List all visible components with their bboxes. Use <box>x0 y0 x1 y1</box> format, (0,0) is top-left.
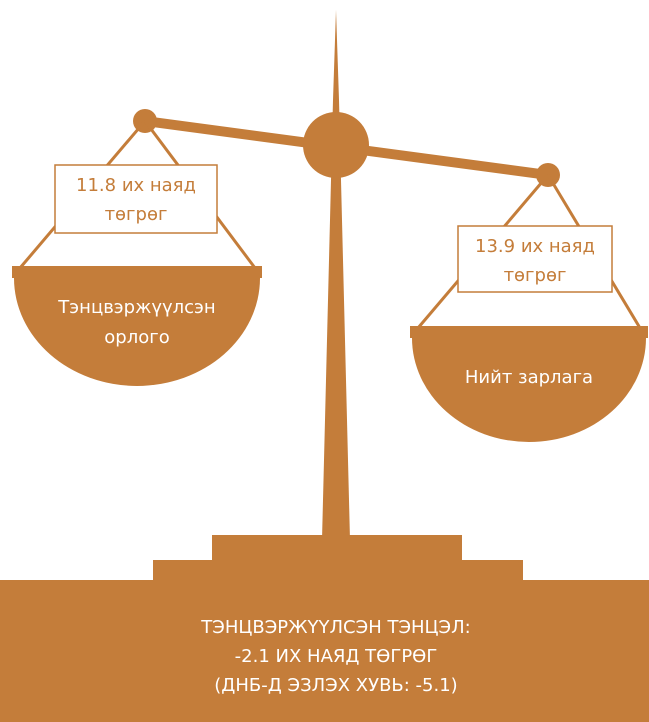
amount-text: 13.9 их наяд <box>475 236 595 257</box>
amount-text: төгрөг <box>105 204 168 225</box>
pan-label: Тэнцвэржүүлсэн <box>57 297 215 318</box>
amount-text: 11.8 их наяд <box>76 175 196 196</box>
scale-diagram: 11.8 их наяд төгрөг 13.9 их наяд төгрөг … <box>0 0 649 722</box>
scale-shape <box>0 10 649 722</box>
base-text: -2.1 ИХ НАЯД ТӨГРӨГ <box>235 646 438 667</box>
base-text: ТЭНЦВЭРЖҮҮЛСЭН ТЭНЦЭЛ: <box>200 617 470 638</box>
pan-label: Нийт зарлага <box>465 367 593 388</box>
base-text: (ДНБ-Д ЭЗЛЭХ ХУВЬ: -5.1) <box>214 675 457 696</box>
amount-text: төгрөг <box>504 265 567 286</box>
pan-label: орлого <box>104 327 169 348</box>
page: {"left":{"amount":["11.8 их наяд","төгрө… <box>0 0 649 722</box>
